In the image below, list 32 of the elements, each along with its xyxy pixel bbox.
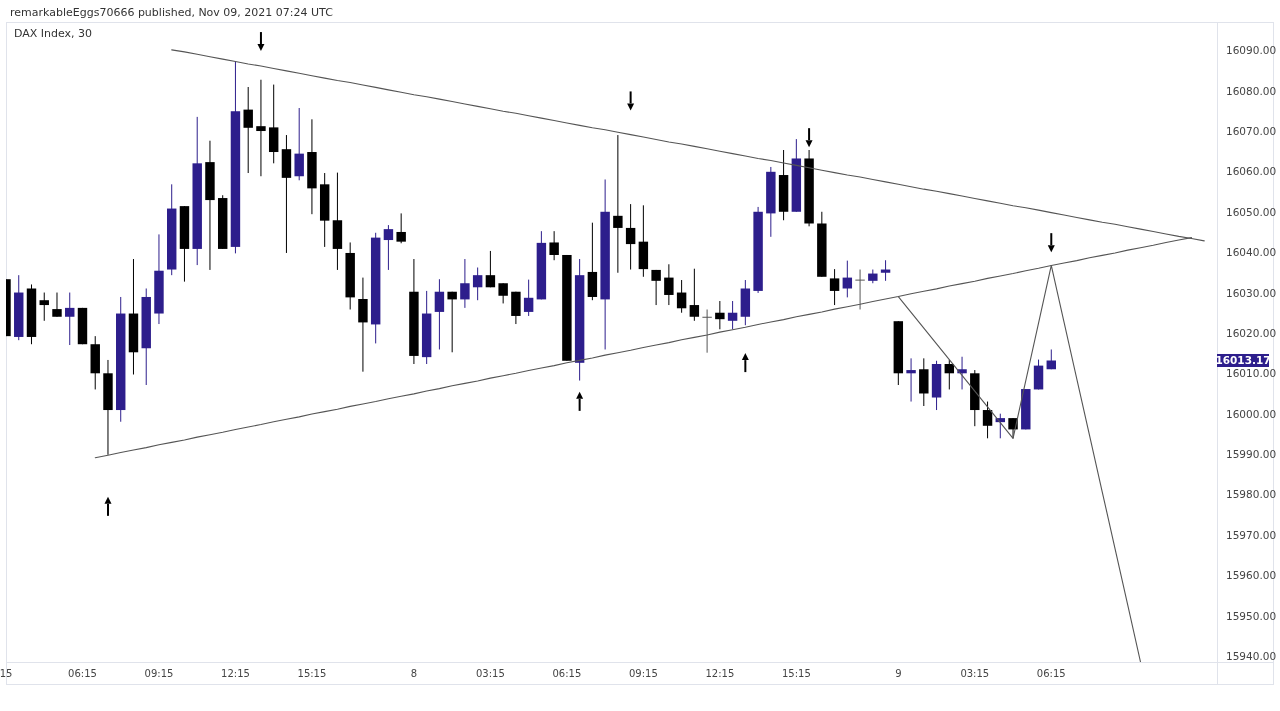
x-tick-label: 15:15: [781, 668, 811, 679]
y-tick-label: 15950.00: [1226, 609, 1277, 622]
x-tick-label: 12:15: [221, 668, 250, 679]
x-tick-label: 06:15: [552, 668, 582, 679]
y-tick-label: 15970.00: [1226, 528, 1277, 541]
y-tick-label: 16040.00: [1226, 246, 1277, 259]
y-tick-label: 15960.00: [1226, 569, 1277, 582]
x-tick-label: 06:15: [1036, 668, 1066, 679]
x-tick-label: 03:15: [475, 668, 505, 679]
y-tick-label: 16010.00: [1226, 367, 1277, 380]
x-tick-label: 06:15: [68, 668, 97, 679]
y-tick-label: 16080.00: [1226, 84, 1277, 97]
y-tick-label: 16060.00: [1226, 165, 1277, 178]
y-tick-label: 16000.00: [1226, 407, 1277, 420]
y-tick-label: 16070.00: [1226, 125, 1277, 138]
y-tick-label: 15980.00: [1226, 488, 1277, 501]
y-tick-label: 16020.00: [1226, 326, 1277, 339]
x-tick-label: 12:15: [705, 668, 735, 679]
x-tick-label: 15: [0, 668, 13, 679]
x-tick-label: 03:15: [960, 668, 990, 679]
x-tick-label: 09:15: [144, 668, 174, 679]
text: DAX Index, 30: [14, 27, 93, 40]
chart-subtitle: remarkableEggs70666 published, Nov 09, 2021 07:24 UTC: [10, 6, 334, 19]
y-tick-label: 15990.00: [1226, 448, 1277, 461]
y-tick-label: 16050.00: [1226, 205, 1277, 218]
y-tick-label: 16030.00: [1226, 286, 1277, 299]
x-tick-label: 8: [410, 668, 418, 679]
x-tick-label: 09:15: [628, 668, 658, 679]
x-tick-label: 15:15: [297, 668, 327, 679]
x-tick-label: 9: [895, 668, 902, 679]
y-tick-label: 15940.00: [1226, 649, 1277, 662]
y-tick-label: 16090.00: [1226, 44, 1277, 57]
